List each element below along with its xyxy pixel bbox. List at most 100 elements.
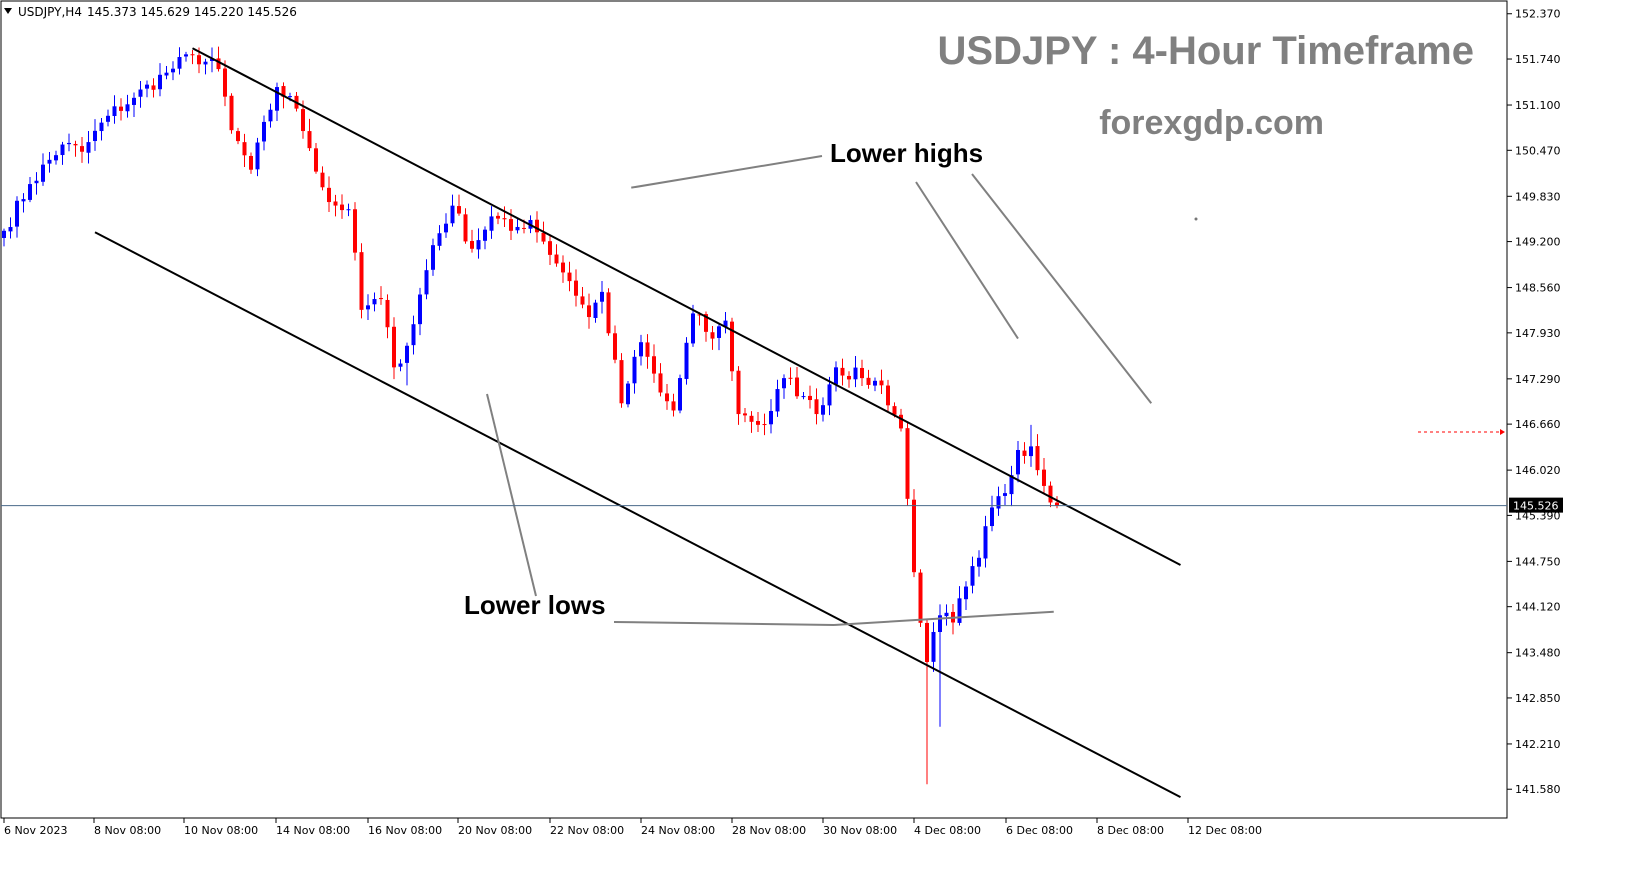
candle-body bbox=[164, 72, 169, 76]
candle-body bbox=[678, 378, 682, 411]
candle-body bbox=[353, 209, 357, 253]
candle-body bbox=[990, 507, 994, 527]
candle-body bbox=[593, 302, 598, 318]
candle-body bbox=[912, 499, 916, 573]
candle-body bbox=[1048, 485, 1053, 503]
y-axis: 152.370 151.740 151.100 150.470 149.830 149.2… bbox=[1507, 8, 1561, 796]
candle-body bbox=[743, 413, 747, 416]
candle-body bbox=[619, 360, 624, 404]
channel-upper-line[interactable] bbox=[192, 47, 1181, 566]
candle-body bbox=[112, 106, 117, 117]
candle-body bbox=[834, 367, 838, 385]
symbol-label: USDJPY,H4 bbox=[18, 5, 82, 19]
y-tick-label: 142.850 bbox=[1515, 692, 1561, 705]
candle-body bbox=[346, 209, 351, 211]
candle-body bbox=[639, 342, 643, 357]
candle-body bbox=[840, 367, 845, 376]
candle-body bbox=[288, 96, 292, 98]
lower-lows-pointer-2b bbox=[833, 610, 1054, 626]
candle-body bbox=[229, 95, 234, 131]
lower-highs-pointer-1 bbox=[631, 155, 823, 189]
y-tick-label: 146.660 bbox=[1515, 418, 1561, 431]
candle-body bbox=[210, 58, 214, 61]
y-tick-label: 144.750 bbox=[1515, 555, 1561, 568]
candle-body bbox=[431, 245, 435, 270]
candle-body bbox=[652, 356, 656, 374]
candle-body bbox=[476, 240, 481, 250]
x-tick-label: 22 Nov 08:00 bbox=[550, 824, 624, 837]
candle-body bbox=[424, 270, 429, 295]
current-price-tag-bg bbox=[1509, 497, 1563, 513]
y-tick-label: 142.210 bbox=[1515, 738, 1561, 751]
channel-lower-line[interactable] bbox=[94, 231, 1181, 799]
candle-body bbox=[437, 233, 442, 246]
candle-body bbox=[99, 122, 104, 132]
candle-body bbox=[756, 421, 760, 425]
y-tick-label: 149.830 bbox=[1515, 190, 1561, 203]
candle-body bbox=[814, 399, 819, 415]
candle-body bbox=[827, 384, 832, 406]
annotation-lower-lows: Lower lows bbox=[464, 590, 606, 620]
candle-body bbox=[821, 405, 825, 415]
x-tick-label: 4 Dec 08:00 bbox=[914, 824, 981, 837]
x-tick-label: 6 Dec 08:00 bbox=[1006, 824, 1073, 837]
candle-body bbox=[327, 187, 331, 203]
candle-body bbox=[535, 219, 539, 233]
candle-body bbox=[730, 321, 734, 372]
candle-body bbox=[2, 230, 6, 238]
current-price-tag-text: 145.526 bbox=[1513, 500, 1559, 513]
marked-level-arrow-icon bbox=[1500, 429, 1505, 436]
y-tick-label: 151.740 bbox=[1515, 53, 1561, 66]
candle-body bbox=[223, 68, 227, 97]
candle-body bbox=[255, 142, 260, 170]
candle-body bbox=[28, 184, 32, 200]
candle-body bbox=[470, 241, 474, 249]
candle-body bbox=[853, 367, 858, 380]
candle-body bbox=[873, 380, 877, 386]
candle-body bbox=[275, 87, 279, 111]
candle-body bbox=[125, 104, 130, 112]
x-tick-label: 10 Nov 08:00 bbox=[184, 824, 258, 837]
candle-body bbox=[580, 296, 585, 305]
candle-body bbox=[307, 131, 312, 149]
candle-body bbox=[1003, 493, 1007, 496]
candle-body bbox=[47, 159, 52, 164]
candle-body bbox=[879, 380, 884, 386]
candle-body bbox=[151, 85, 156, 90]
x-tick-label: 16 Nov 08:00 bbox=[368, 824, 442, 837]
candle-body bbox=[197, 55, 201, 65]
candle-body bbox=[385, 299, 390, 328]
candle-body bbox=[600, 291, 604, 302]
x-axis: 6 Nov 2023 8 Nov 08:00 10 Nov 08:00 14 Nov … bbox=[3, 818, 1262, 837]
candle-body bbox=[944, 612, 949, 617]
y-tick-label: 151.100 bbox=[1515, 99, 1561, 112]
candle-body bbox=[749, 415, 754, 422]
candle-body bbox=[775, 389, 780, 412]
candle-body bbox=[899, 414, 903, 429]
candle-body bbox=[606, 292, 611, 334]
x-tick-label: 30 Nov 08:00 bbox=[823, 824, 897, 837]
candle-body bbox=[704, 314, 708, 332]
candle-body bbox=[54, 155, 58, 161]
candle-body bbox=[496, 215, 500, 219]
y-tick-label: 152.370 bbox=[1515, 8, 1561, 21]
candle-body bbox=[379, 298, 383, 300]
candle-body bbox=[1029, 446, 1033, 457]
dropdown-triangle-icon[interactable] bbox=[4, 8, 12, 14]
chart-title: USDJPY : 4-Hour Timeframe bbox=[938, 29, 1474, 73]
candle-body bbox=[509, 219, 513, 231]
candle-body bbox=[444, 223, 448, 233]
plot-area[interactable] bbox=[0, 0, 1508, 819]
candle-body bbox=[132, 97, 136, 105]
chart-header: USDJPY,H4 145.373 145.629 145.220 145.52… bbox=[4, 5, 297, 19]
candle-body bbox=[801, 396, 806, 398]
candle-body bbox=[645, 342, 650, 357]
lower-highs-pointer-2 bbox=[915, 181, 1019, 340]
ohlc-label: 145.373 145.629 145.220 145.526 bbox=[87, 5, 297, 19]
candle-body bbox=[203, 61, 208, 65]
candle-body bbox=[190, 54, 195, 56]
candle-body bbox=[782, 378, 786, 389]
candle-body bbox=[333, 201, 338, 206]
candle-body bbox=[795, 377, 799, 397]
